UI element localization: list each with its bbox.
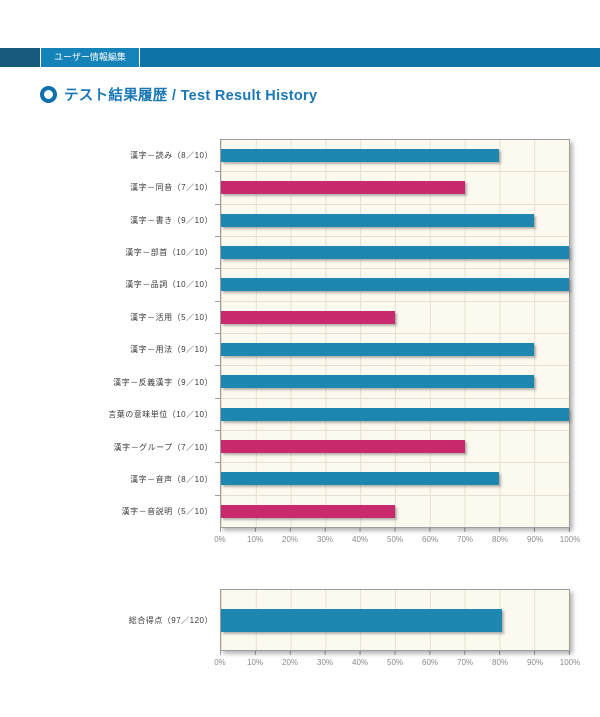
category-label: 漢字－書き（9／10）: [130, 215, 213, 225]
bar-row: [221, 590, 569, 650]
plot-area: [215, 139, 570, 528]
page-title: テスト結果履歴 / Test Result History: [64, 88, 318, 104]
plot-column: 0% 10% 20% 30% 40% 50% 60% 70% 80% 90% 100%: [214, 139, 580, 547]
bar-row: [215, 235, 569, 268]
bar: [221, 504, 395, 518]
bar: [221, 472, 500, 486]
category-labels: 総合得点（97／120）: [128, 589, 220, 651]
x-axis-tick-label: 90%: [526, 535, 544, 544]
x-axis-tick-label: 10%: [246, 658, 264, 667]
x-axis-tick-label: 0%: [214, 535, 226, 544]
x-axis-tick-label: 40%: [351, 658, 369, 667]
bar-row: [215, 397, 569, 430]
x-axis-tick-label: 80%: [491, 535, 509, 544]
category-label: 漢字－品詞（10／10）: [125, 280, 213, 290]
category-label: 総合得点（97／120）: [128, 615, 213, 625]
category-label: 漢字－同音（7／10）: [130, 183, 213, 193]
bar-row: [221, 140, 569, 171]
x-axis-tick-label: 20%: [281, 535, 299, 544]
category-label: 漢字－読み（8／10）: [130, 150, 213, 160]
topbar-fill-segment: [139, 48, 600, 67]
test-result-history-chart: 漢字－読み（8／10） 漢字－同音（7／10） 漢字－書き（9／10） 漢字－部首（1…: [108, 139, 600, 547]
bar: [221, 278, 569, 292]
bar: [221, 181, 465, 195]
x-axis-tick-label: 70%: [456, 658, 474, 667]
bar-row: [215, 494, 569, 527]
bar: [221, 213, 535, 227]
category-label: 漢字－用法（9／10）: [130, 345, 213, 355]
x-axis: 0% 10% 20% 30% 40% 50% 60% 70% 80% 90% 100%: [214, 656, 580, 670]
category-label: 漢字－部首（10／10）: [125, 247, 213, 257]
x-axis: 0% 10% 20% 30% 40% 50% 60% 70% 80% 90% 100%: [214, 533, 580, 547]
x-axis-tick-label: 0%: [214, 658, 226, 667]
topbar-left-segment: [0, 48, 40, 67]
plot-column: 0% 10% 20% 30% 40% 50% 60% 70% 80% 90% 100%: [214, 589, 580, 670]
bar-row: [215, 268, 569, 300]
bar-row: [215, 429, 569, 462]
x-axis-tick-label: 40%: [351, 535, 369, 544]
category-label: 漢字－音説明（5／10）: [121, 507, 213, 517]
x-axis-tick-label: 10%: [246, 535, 264, 544]
bar: [221, 343, 535, 357]
x-axis-tick-label: 50%: [386, 535, 404, 544]
x-axis-tick-label: 80%: [491, 658, 509, 667]
bar-row: [215, 462, 569, 494]
x-axis-tick-label: 100%: [559, 535, 581, 544]
bar: [221, 310, 395, 324]
bar: [221, 246, 569, 260]
bar-row: [215, 203, 569, 236]
bar-row: [215, 365, 569, 397]
x-axis-tick-label: 20%: [281, 658, 299, 667]
category-label: 漢字－活用（5／10）: [130, 312, 213, 322]
category-label: 言葉の意味単位（10／10）: [108, 410, 213, 420]
x-axis-tick-label: 30%: [316, 535, 334, 544]
x-axis-tick-label: 100%: [559, 658, 581, 667]
category-label: 漢字－グループ（7／10）: [113, 442, 213, 452]
category-label: 漢字－反義漢字（9／10）: [113, 377, 213, 387]
total-score-chart: 総合得点（97／120） 0% 10% 20% 30% 40% 50% 60% 70% 80% 9…: [128, 589, 600, 670]
bar: [221, 149, 500, 163]
bar-row: [215, 332, 569, 365]
bar: [221, 375, 535, 389]
category-label: 漢字－音声（8／10）: [130, 474, 213, 484]
bar: [221, 440, 465, 454]
bar: [221, 407, 569, 421]
ring-icon: [40, 86, 57, 103]
x-axis-tick-label: 60%: [421, 535, 439, 544]
x-axis-tick-label: 30%: [316, 658, 334, 667]
page-title-row: テスト結果履歴 / Test Result History: [40, 84, 600, 105]
x-axis-tick-label: 60%: [421, 658, 439, 667]
x-axis-tick-label: 90%: [526, 658, 544, 667]
x-axis-tick-label: 50%: [386, 658, 404, 667]
category-labels: 漢字－読み（8／10） 漢字－同音（7／10） 漢字－書き（9／10） 漢字－部首（1…: [108, 139, 220, 528]
plot-area: [220, 589, 570, 651]
top-navigation-bar: ユーザー情報編集: [0, 48, 600, 67]
bar-row: [215, 171, 569, 203]
bar: [221, 608, 503, 632]
bar-row: [215, 300, 569, 333]
x-axis-tick-marks: [220, 528, 570, 532]
x-axis-tick-marks: [220, 651, 570, 655]
tab-user-info-edit[interactable]: ユーザー情報編集: [40, 48, 140, 67]
x-axis-tick-label: 70%: [456, 535, 474, 544]
